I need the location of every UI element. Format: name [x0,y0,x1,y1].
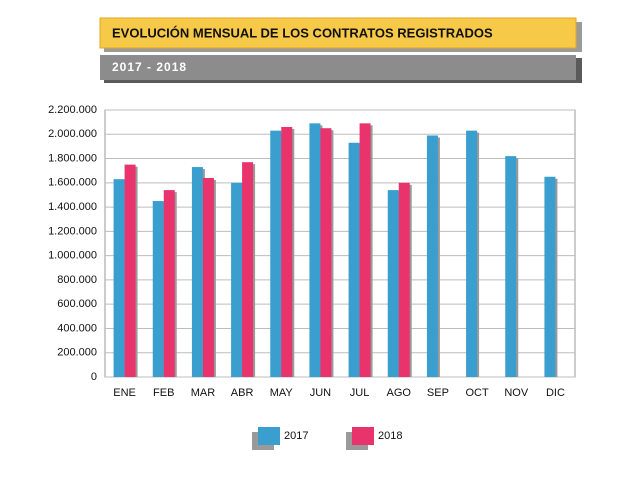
y-tick-label: 2.200.000 [48,104,97,116]
bar [348,142,360,377]
bar [309,123,321,377]
y-tick-label: 800.000 [57,274,97,286]
chart-title: EVOLUCIÓN MENSUAL DE LOS CONTRATOS REGIS… [112,25,493,40]
y-tick-label: 600.000 [57,298,97,310]
legend-label: 2018 [378,430,402,442]
bar [163,190,175,377]
bar [359,123,371,377]
y-tick-label: 1.400.000 [48,201,97,213]
bar [281,126,293,377]
bar [270,130,282,377]
bar [124,164,136,377]
y-tick-label: 1.000.000 [48,250,97,262]
subtitle-banner [100,55,576,80]
title-banner [99,17,577,49]
bar [387,190,399,377]
y-tick-label: 2.000.000 [48,128,97,140]
bar [544,176,556,377]
bar [320,128,332,377]
legend-label: 2017 [284,430,308,442]
bar [426,135,438,377]
x-tick-label: SEP [427,387,449,399]
bar [202,177,214,377]
y-tick-label: 1.800.000 [48,152,97,164]
bar [398,182,410,377]
bar [113,179,125,377]
chart-subtitle: 2017 - 2018 [112,60,187,74]
x-tick-label: MAY [270,387,294,399]
legend-swatch [352,427,374,445]
bar [242,162,254,377]
bar [231,182,243,377]
y-tick-label: 1.600.000 [48,177,97,189]
bar [505,156,517,377]
bar [152,201,164,377]
x-tick-label: FEB [153,387,174,399]
x-tick-label: OCT [465,387,489,399]
x-tick-label: JUN [310,387,331,399]
x-tick-label: ENE [113,387,136,399]
legend-swatch [258,427,280,445]
x-tick-label: JUL [350,387,370,399]
x-tick-label: AGO [387,387,412,399]
y-tick-label: 200.000 [57,347,97,359]
y-tick-label: 400.000 [57,322,97,334]
x-tick-label: ABR [231,387,254,399]
x-tick-label: NOV [504,387,529,399]
bar [466,130,478,377]
y-tick-label: 0 [91,371,97,383]
x-tick-label: MAR [191,387,216,399]
y-tick-label: 1.200.000 [48,225,97,237]
bar [191,167,203,377]
x-tick-label: DIC [546,387,565,399]
